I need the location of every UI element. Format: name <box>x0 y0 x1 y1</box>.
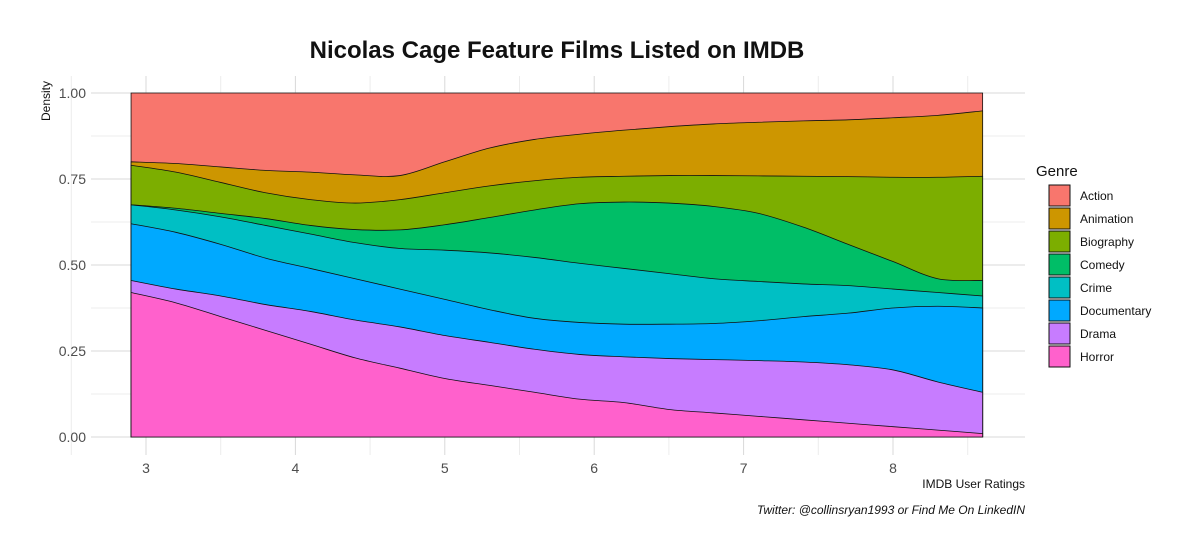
legend-label-biography: Biography <box>1080 235 1134 249</box>
chart-caption: Twitter: @collinsryan1993 or Find Me On … <box>757 503 1025 517</box>
x-tick-label: 8 <box>889 460 897 476</box>
y-tick-label: 0.00 <box>59 429 86 445</box>
legend-label-action: Action <box>1080 189 1113 203</box>
x-tick-label: 6 <box>590 460 598 476</box>
x-tick-label: 5 <box>441 460 449 476</box>
legend-key-drama <box>1048 322 1071 345</box>
legend-label-crime: Crime <box>1080 281 1112 295</box>
legend-key-biography <box>1048 230 1071 253</box>
legend-key-comedy <box>1048 253 1071 276</box>
legend-key-documentary <box>1048 299 1071 322</box>
x-tick-label: 4 <box>292 460 300 476</box>
legend-label-drama: Drama <box>1080 327 1116 341</box>
y-tick-label: 0.75 <box>59 171 86 187</box>
y-axis-label: Density <box>39 81 53 121</box>
x-axis-label: IMDB User Ratings <box>922 477 1025 491</box>
legend-label-documentary: Documentary <box>1080 304 1151 318</box>
legend-key-crime <box>1048 276 1071 299</box>
x-tick-labels: 3 4 5 6 7 8 <box>142 460 897 476</box>
legend-key-animation <box>1048 207 1071 230</box>
legend-label-horror: Horror <box>1080 350 1114 364</box>
legend-title: Genre <box>1036 163 1078 180</box>
legend-key-horror <box>1048 345 1071 368</box>
y-tick-labels: 0.00 0.25 0.50 0.75 1.00 <box>59 85 86 445</box>
legend-key-action <box>1048 184 1071 207</box>
legend-label-comedy: Comedy <box>1080 258 1125 272</box>
legend-label-animation: Animation <box>1080 212 1133 226</box>
plot-areas <box>130 92 984 438</box>
chart-title: Nicolas Cage Feature Films Listed on IMD… <box>310 37 805 64</box>
legend: Genre Action Animation Biography Comedy Crim… <box>1036 163 1151 368</box>
y-tick-label: 0.25 <box>59 343 86 359</box>
y-tick-label: 0.50 <box>59 257 86 273</box>
x-tick-label: 3 <box>142 460 150 476</box>
density-area-horror <box>130 292 984 438</box>
x-tick-label: 7 <box>740 460 748 476</box>
y-tick-label: 1.00 <box>59 85 86 101</box>
